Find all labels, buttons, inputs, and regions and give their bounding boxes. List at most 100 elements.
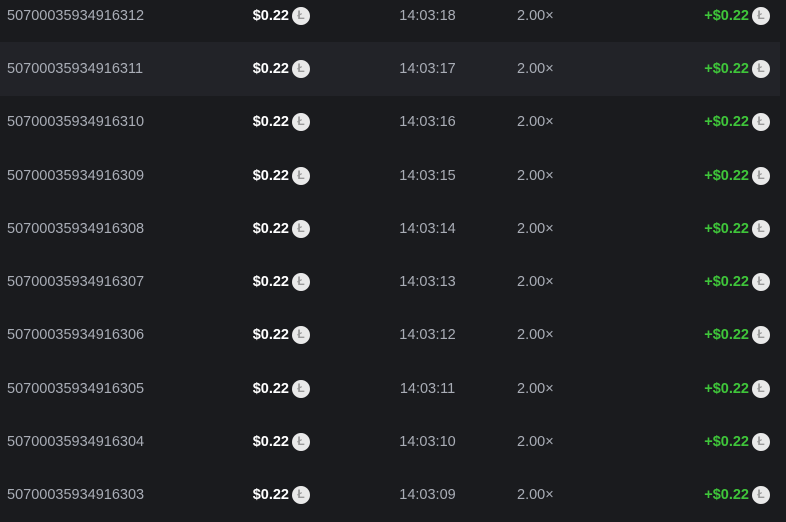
payout-value: +$0.22	[704, 380, 749, 397]
bet-time: 14:03:14	[399, 220, 456, 237]
payout-value: +$0.22	[704, 167, 749, 184]
table-row[interactable]: 50700035934916309 $0.22 14:03:15 2.00× +…	[0, 149, 780, 202]
bet-payout: +$0.22	[704, 255, 770, 308]
bet-id[interactable]: 50700035934916309	[7, 167, 145, 184]
bet-payout: +$0.22	[704, 309, 770, 362]
bet-multiplier: 2.00×	[517, 327, 554, 344]
litecoin-icon	[292, 486, 310, 505]
table-row[interactable]: 50700035934916304 $0.22 14:03:10 2.00× +…	[0, 415, 780, 468]
bet-amount: $0.22	[253, 96, 310, 149]
bet-payout: +$0.22	[704, 96, 770, 149]
bet-amount: $0.22	[253, 202, 310, 255]
amount-value: $0.22	[252, 220, 289, 237]
amount-value: $0.22	[252, 487, 289, 504]
litecoin-icon	[292, 326, 310, 345]
bet-payout: +$0.22	[704, 469, 770, 522]
bet-multiplier: 2.00×	[517, 7, 554, 24]
bet-id[interactable]: 50700035934916307	[7, 274, 145, 291]
payout-value: +$0.22	[704, 220, 749, 237]
bet-amount: $0.22	[253, 149, 310, 202]
table-row[interactable]: 50700035934916308 $0.22 14:03:14 2.00× +…	[0, 202, 780, 255]
bet-time: 14:03:13	[399, 274, 456, 291]
payout-value: +$0.22	[704, 60, 749, 77]
bet-id[interactable]: 50700035934916306	[7, 327, 145, 344]
bet-id[interactable]: 50700035934916305	[7, 380, 145, 397]
bet-multiplier: 2.00×	[517, 487, 554, 504]
bet-time: 14:03:18	[399, 7, 456, 24]
bet-time: 14:03:10	[399, 434, 456, 451]
litecoin-icon	[292, 379, 310, 398]
litecoin-icon	[292, 166, 310, 185]
bet-id[interactable]: 50700035934916312	[7, 7, 145, 24]
bet-multiplier: 2.00×	[517, 274, 554, 291]
bet-multiplier: 2.00×	[517, 220, 554, 237]
litecoin-icon	[752, 326, 770, 345]
payout-value: +$0.22	[704, 327, 749, 344]
litecoin-icon	[752, 379, 770, 398]
bet-multiplier: 2.00×	[517, 434, 554, 451]
bet-time: 14:03:11	[399, 380, 456, 397]
litecoin-icon	[752, 166, 770, 185]
table-row[interactable]: 50700035934916305 $0.22 14:03:11 2.00× +…	[0, 362, 780, 415]
table-row[interactable]: 50700035934916307 $0.22 14:03:13 2.00× +…	[0, 255, 780, 308]
litecoin-icon	[752, 486, 770, 505]
litecoin-icon	[752, 6, 770, 25]
table-row[interactable]: 50700035934916310 $0.22 14:03:16 2.00× +…	[0, 96, 780, 149]
payout-value: +$0.22	[704, 7, 749, 24]
litecoin-icon	[752, 433, 770, 452]
litecoin-icon	[752, 273, 770, 292]
table-row[interactable]: 50700035934916312 $0.22 14:03:18 2.00× +…	[0, 0, 780, 42]
litecoin-icon	[292, 59, 310, 78]
bet-payout: +$0.22	[704, 202, 770, 255]
payout-value: +$0.22	[704, 114, 749, 131]
litecoin-icon	[292, 433, 310, 452]
litecoin-icon	[752, 59, 770, 78]
amount-value: $0.22	[252, 380, 289, 397]
bet-time: 14:03:12	[399, 327, 456, 344]
table-row[interactable]: 50700035934916306 $0.22 14:03:12 2.00× +…	[0, 309, 780, 362]
bet-multiplier: 2.00×	[517, 60, 554, 77]
bet-amount: $0.22	[253, 309, 310, 362]
payout-value: +$0.22	[704, 487, 749, 504]
litecoin-icon	[292, 219, 310, 238]
bet-multiplier: 2.00×	[517, 114, 554, 131]
bet-id[interactable]: 50700035934916304	[7, 434, 145, 451]
bet-amount: $0.22	[253, 42, 310, 95]
table-row[interactable]: 50700035934916303 $0.22 14:03:09 2.00× +…	[0, 469, 780, 522]
amount-value: $0.22	[252, 274, 289, 291]
bet-time: 14:03:09	[399, 487, 456, 504]
bet-id[interactable]: 50700035934916308	[7, 220, 145, 237]
bet-payout: +$0.22	[704, 0, 770, 42]
bet-id[interactable]: 50700035934916303	[7, 487, 145, 504]
bet-amount: $0.22	[253, 415, 310, 468]
bet-amount: $0.22	[253, 255, 310, 308]
litecoin-icon	[292, 273, 310, 292]
amount-value: $0.22	[252, 327, 289, 344]
amount-value: $0.22	[252, 7, 289, 24]
bet-payout: +$0.22	[704, 149, 770, 202]
litecoin-icon	[292, 6, 310, 25]
bet-payout: +$0.22	[704, 415, 770, 468]
litecoin-icon	[752, 113, 770, 132]
bet-amount: $0.22	[253, 362, 310, 415]
bet-multiplier: 2.00×	[517, 167, 554, 184]
payout-value: +$0.22	[704, 434, 749, 451]
amount-value: $0.22	[252, 434, 289, 451]
bet-payout: +$0.22	[704, 362, 770, 415]
amount-value: $0.22	[252, 60, 289, 77]
payout-value: +$0.22	[704, 274, 749, 291]
bet-amount: $0.22	[253, 0, 310, 42]
amount-value: $0.22	[252, 114, 289, 131]
litecoin-icon	[752, 219, 770, 238]
bet-time: 14:03:17	[399, 60, 456, 77]
bet-id[interactable]: 50700035934916310	[7, 114, 145, 131]
litecoin-icon	[292, 113, 310, 132]
bet-id[interactable]: 50700035934916311	[7, 60, 144, 77]
bet-amount: $0.22	[253, 469, 310, 522]
bet-time: 14:03:15	[399, 167, 456, 184]
bet-payout: +$0.22	[704, 42, 770, 95]
bet-time: 14:03:16	[399, 114, 456, 131]
table-row[interactable]: 50700035934916311 $0.22 14:03:17 2.00× +…	[0, 42, 780, 96]
bet-multiplier: 2.00×	[517, 380, 554, 397]
